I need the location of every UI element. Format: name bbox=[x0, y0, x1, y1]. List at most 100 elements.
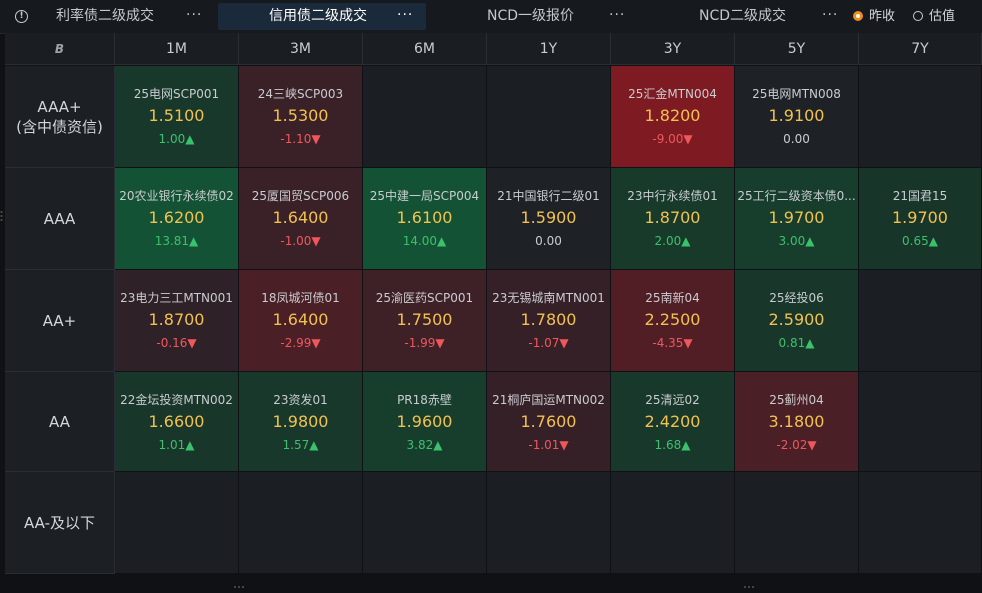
bond-change: 2.00▲ bbox=[654, 234, 691, 248]
tab-label: 信用债二级成交 bbox=[269, 8, 367, 24]
bond-change: -0.16▼ bbox=[156, 336, 197, 350]
bond-name: 23电力三工MTN001 bbox=[120, 291, 233, 305]
bond-cell[interactable]: 25中建一局SCP004 1.6100 14.00▲ bbox=[363, 168, 487, 270]
tab-label: NCD二级成交 bbox=[699, 8, 787, 24]
bond-name: 25厦国贸SCP006 bbox=[251, 189, 350, 203]
bond-change: -1.00▼ bbox=[280, 234, 321, 248]
bond-cell[interactable]: 23电力三工MTN001 1.8700 -0.16▼ bbox=[115, 270, 239, 372]
tab-rate-bond-secondary[interactable]: 利率债二级成交 ··· bbox=[44, 3, 212, 30]
bond-cell[interactable]: 25工行二级资本债0... 1.9700 3.00▲ bbox=[735, 168, 859, 270]
bond-name: 21中国银行二级01 bbox=[497, 189, 600, 203]
column-header-6m[interactable]: 6M bbox=[363, 33, 487, 65]
resize-handle-left[interactable] bbox=[0, 207, 3, 221]
bond-change: 0.00 bbox=[535, 234, 562, 248]
bond-cell[interactable]: 25清远02 2.4200 1.68▲ bbox=[611, 372, 735, 472]
column-header-3y[interactable]: 3Y bbox=[611, 33, 735, 65]
bond-cell[interactable]: 21桐庐国运MTN002 1.7600 -1.01▼ bbox=[487, 372, 611, 472]
column-header-5y[interactable]: 5Y bbox=[735, 33, 859, 65]
bond-yield: 1.8700 bbox=[644, 208, 701, 227]
empty-cell bbox=[239, 472, 363, 574]
more-icon[interactable]: ··· bbox=[186, 7, 203, 23]
tab-credit-bond-secondary[interactable]: 信用债二级成交 ··· bbox=[218, 3, 426, 30]
bond-yield: 1.6200 bbox=[148, 208, 205, 227]
bond-name: 23无锡城南MTN001 bbox=[492, 291, 605, 305]
bond-cell[interactable]: 25南新04 2.2500 -4.35▼ bbox=[611, 270, 735, 372]
bond-yield: 1.9800 bbox=[272, 412, 329, 431]
bond-name: 25工行二级资本债0... bbox=[737, 189, 856, 203]
bond-yield: 1.8200 bbox=[644, 106, 701, 125]
empty-cell bbox=[859, 270, 982, 372]
bond-change: -1.07▼ bbox=[528, 336, 569, 350]
bond-change: 13.81▲ bbox=[154, 234, 199, 248]
empty-cell bbox=[115, 472, 239, 574]
bond-cell[interactable]: 18凤城河债01 1.6400 -2.99▼ bbox=[239, 270, 363, 372]
bond-change: -2.99▼ bbox=[280, 336, 321, 350]
tab-ncd-primary-quote[interactable]: NCD一级报价 ··· bbox=[440, 3, 640, 30]
more-icon[interactable]: ··· bbox=[822, 7, 839, 23]
empty-cell bbox=[611, 472, 735, 574]
bond-change: -1.10▼ bbox=[280, 132, 321, 146]
bond-yield: 1.5900 bbox=[520, 208, 577, 227]
empty-cell bbox=[363, 66, 487, 168]
corner-b-icon[interactable]: B bbox=[5, 33, 115, 65]
radio-dot[interactable] bbox=[853, 11, 863, 21]
bond-cell[interactable]: PR18赤壁 1.9600 3.82▲ bbox=[363, 372, 487, 472]
empty-cell bbox=[487, 66, 611, 168]
bond-cell[interactable]: 25汇金MTN004 1.8200 -9.00▼ bbox=[611, 66, 735, 168]
column-header-3m[interactable]: 3M bbox=[239, 33, 363, 65]
bond-name: 21桐庐国运MTN002 bbox=[492, 393, 605, 407]
bond-cell[interactable]: 25电网SCP001 1.5100 1.00▲ bbox=[115, 66, 239, 168]
column-header-1y[interactable]: 1Y bbox=[487, 33, 611, 65]
bond-name: 25汇金MTN004 bbox=[628, 87, 717, 101]
column-header-7y[interactable]: 7Y bbox=[859, 33, 982, 65]
more-icon[interactable]: ··· bbox=[397, 7, 414, 23]
bond-cell[interactable]: 25厦国贸SCP006 1.6400 -1.00▼ bbox=[239, 168, 363, 270]
bond-name: 25清远02 bbox=[645, 393, 700, 407]
bond-cell[interactable]: 21中国银行二级01 1.5900 0.00 bbox=[487, 168, 611, 270]
bond-cell[interactable]: 23资发01 1.9800 1.57▲ bbox=[239, 372, 363, 472]
column-header-1m[interactable]: 1M bbox=[115, 33, 239, 65]
bond-cell[interactable]: 20农业银行永续债02 1.6200 13.81▲ bbox=[115, 168, 239, 270]
bond-cell[interactable]: 22金坛投资MTN002 1.6600 1.01▲ bbox=[115, 372, 239, 472]
row-header: AA bbox=[5, 372, 115, 472]
bond-name: 25蓟州04 bbox=[769, 393, 824, 407]
bond-cell[interactable]: 25经投06 2.5900 0.81▲ bbox=[735, 270, 859, 372]
bond-yield: 1.9600 bbox=[396, 412, 453, 431]
row-header-label: AA+ bbox=[42, 311, 77, 330]
resize-handle-bottom-left[interactable] bbox=[234, 574, 244, 588]
bond-cell[interactable]: 25渝医药SCP001 1.7500 -1.99▼ bbox=[363, 270, 487, 372]
bond-yield: 2.4200 bbox=[644, 412, 701, 431]
bond-change: 3.82▲ bbox=[406, 438, 443, 452]
bond-change: -2.02▼ bbox=[776, 438, 817, 452]
bond-yield: 1.6400 bbox=[272, 310, 329, 329]
empty-cell bbox=[859, 472, 982, 574]
bond-name: 21国君15 bbox=[892, 189, 948, 203]
bond-change: 1.00▲ bbox=[158, 132, 195, 146]
bond-name: 18凤城河债01 bbox=[261, 291, 340, 305]
bond-yield: 1.8700 bbox=[148, 310, 205, 329]
row-header-label: AAA+ bbox=[37, 97, 82, 116]
bond-cell[interactable]: 21国君15 1.9700 0.65▲ bbox=[859, 168, 982, 270]
top-tab-bar: ! 利率债二级成交 ··· 信用债二级成交 ··· NCD一级报价 ··· NC… bbox=[0, 0, 982, 34]
bond-change: -1.01▼ bbox=[528, 438, 569, 452]
bond-cell[interactable]: 23中行永续债01 1.8700 2.00▲ bbox=[611, 168, 735, 270]
row-header: AA+ bbox=[5, 270, 115, 372]
bond-cell[interactable]: 25蓟州04 3.1800 -2.02▼ bbox=[735, 372, 859, 472]
bond-name: PR18赤壁 bbox=[397, 393, 452, 407]
more-icon[interactable]: ··· bbox=[609, 7, 626, 23]
tab-ncd-secondary[interactable]: NCD二级成交 ··· bbox=[660, 3, 846, 30]
bond-yield: 1.9100 bbox=[768, 106, 825, 125]
row-header: AAA bbox=[5, 168, 115, 270]
bond-name: 25电网SCP001 bbox=[133, 87, 220, 101]
bond-yield: 1.6100 bbox=[396, 208, 453, 227]
bond-change: 1.01▲ bbox=[158, 438, 195, 452]
resize-handle-bottom-right[interactable] bbox=[744, 574, 754, 588]
info-icon[interactable]: ! bbox=[15, 10, 28, 23]
empty-cell bbox=[859, 66, 982, 168]
bond-cell[interactable]: 23无锡城南MTN001 1.7800 -1.07▼ bbox=[487, 270, 611, 372]
bond-change: 0.65▲ bbox=[902, 234, 938, 248]
bond-yield: 1.7800 bbox=[520, 310, 577, 329]
radio-dot[interactable] bbox=[913, 11, 923, 21]
bond-cell[interactable]: 25电网MTN008 1.9100 0.00 bbox=[735, 66, 859, 168]
bond-cell[interactable]: 24三峡SCP003 1.5300 -1.10▼ bbox=[239, 66, 363, 168]
